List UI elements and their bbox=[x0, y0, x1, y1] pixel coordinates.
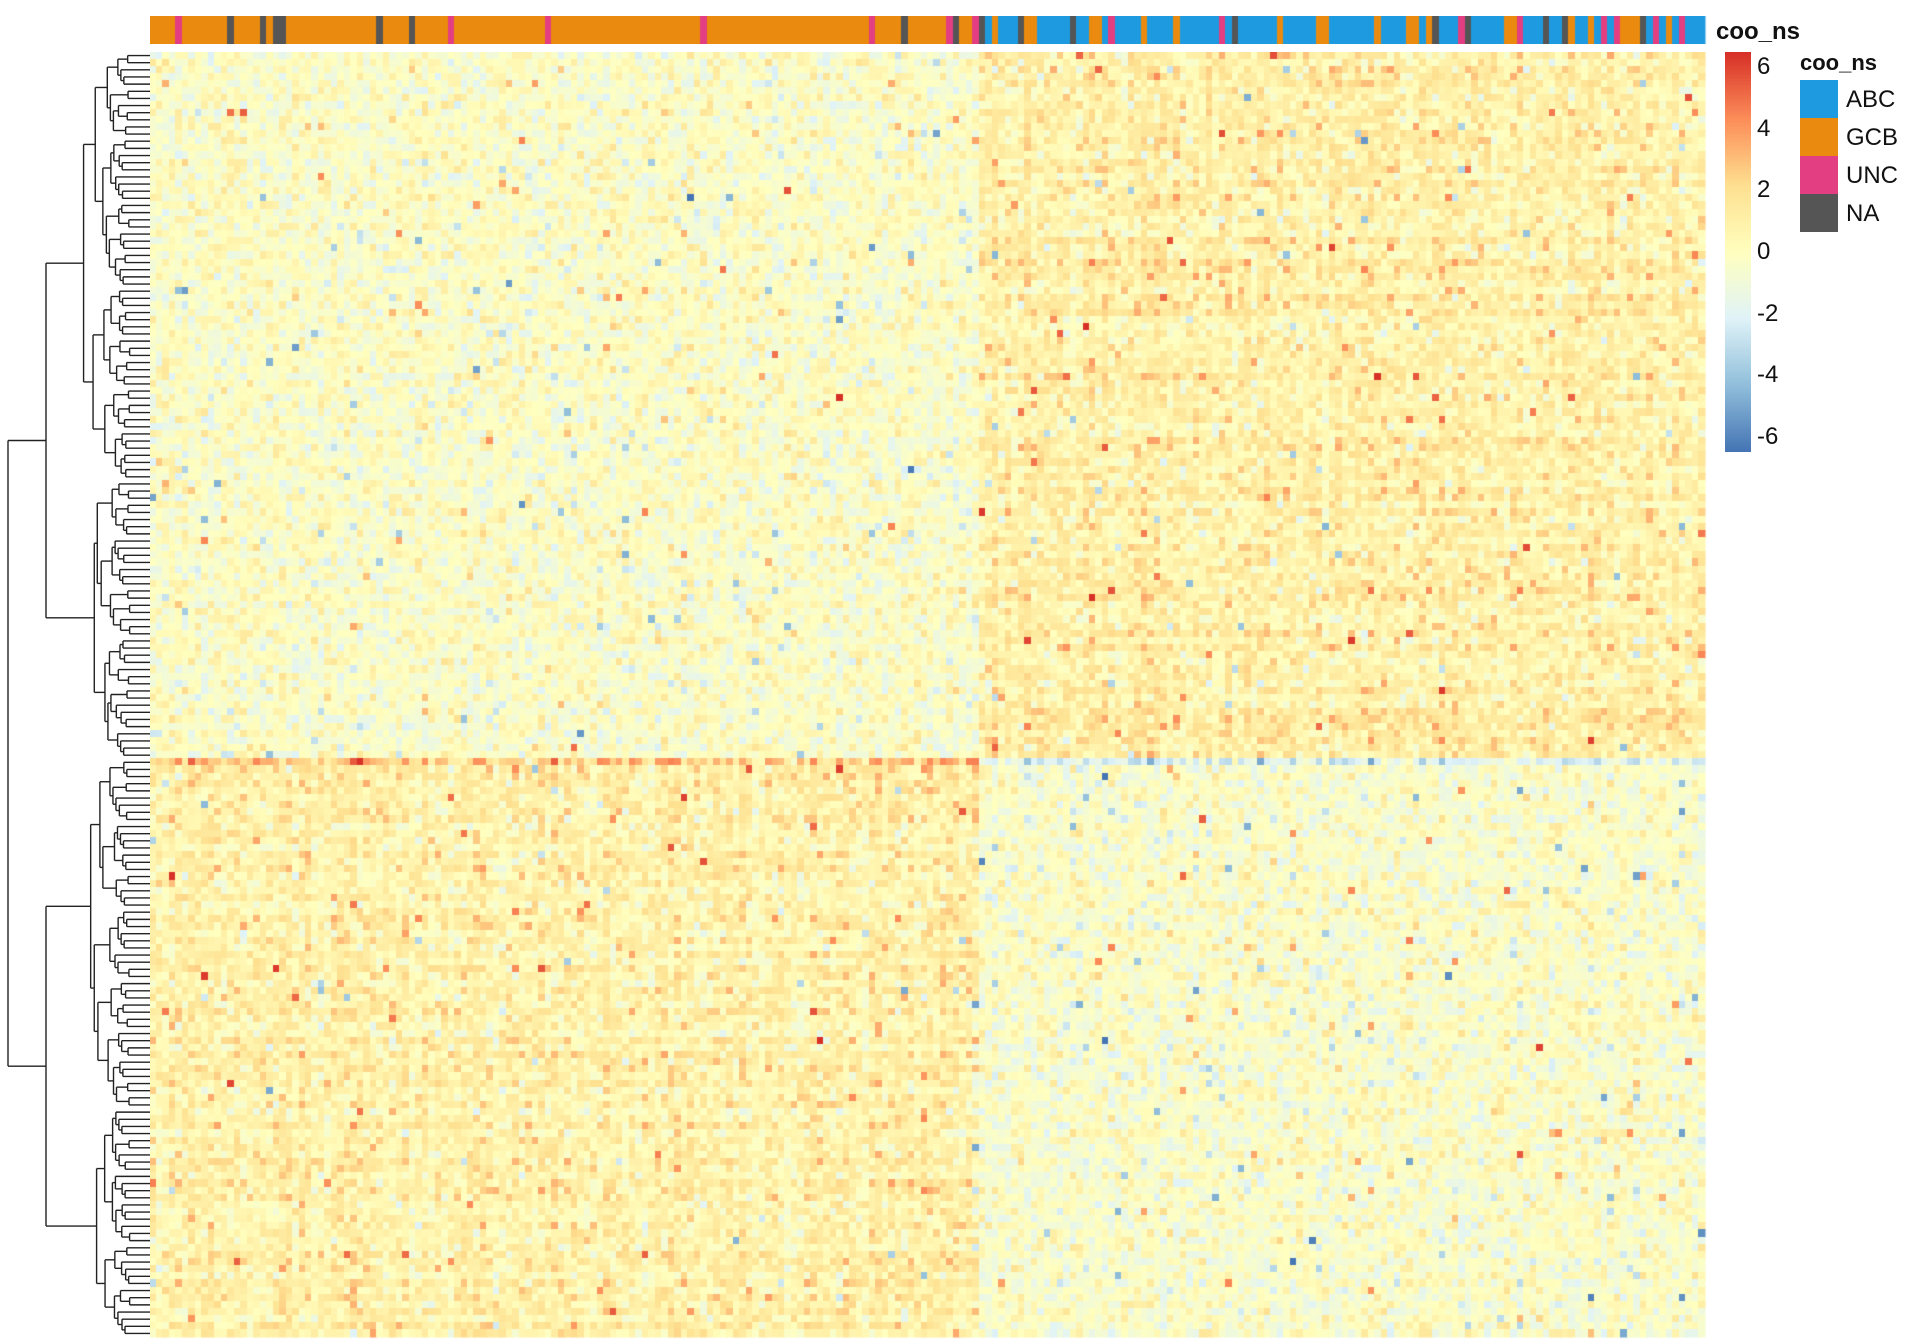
color-scale-tick-label: 6 bbox=[1757, 53, 1771, 81]
row-dendrogram bbox=[7, 54, 150, 1335]
legend-label-abc: ABC bbox=[1846, 86, 1896, 113]
annotation-legend-title: coo_ns bbox=[1800, 50, 1878, 75]
heatmap-cells bbox=[150, 52, 1710, 1342]
legend-item-gcb: GCB bbox=[1800, 118, 1918, 156]
legend-swatch-abc bbox=[1800, 80, 1838, 118]
color-scale-tick-label: 4 bbox=[1757, 114, 1771, 142]
legend-swatch-gcb bbox=[1800, 118, 1838, 156]
legend-label-gcb: GCB bbox=[1846, 124, 1899, 151]
annotation-bar-label: coo_ns bbox=[1716, 18, 1801, 45]
legend-item-abc: ABC bbox=[1800, 80, 1918, 118]
color-scale-tick-label: -4 bbox=[1757, 361, 1779, 389]
legend-label-unc: UNC bbox=[1846, 162, 1898, 189]
legend-item-unc: UNC bbox=[1800, 156, 1918, 194]
color-scale-tick-label: -6 bbox=[1757, 422, 1779, 450]
legend-item-na: NA bbox=[1800, 194, 1918, 232]
legend-swatch-unc bbox=[1800, 156, 1838, 194]
color-scale-legend bbox=[1725, 52, 1753, 452]
color-scale-tick-label: 0 bbox=[1757, 238, 1771, 265]
color-scale-tick-label: -2 bbox=[1757, 299, 1779, 327]
color-scale-bar bbox=[1725, 52, 1751, 452]
legend-label-na: NA bbox=[1846, 200, 1880, 227]
column-annotation-bar bbox=[150, 16, 1710, 44]
legend-swatch-na bbox=[1800, 194, 1838, 232]
color-scale-tick-label: 2 bbox=[1757, 176, 1771, 204]
